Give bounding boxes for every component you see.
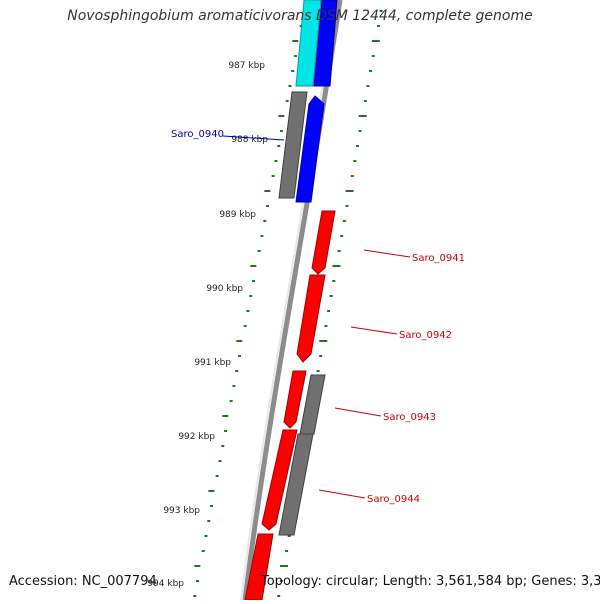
kbp-label: 994 kbp bbox=[147, 579, 184, 589]
gene-arrow-saro-0943 bbox=[283, 370, 307, 429]
gene-arrow-gray-top bbox=[278, 91, 308, 199]
callout-line bbox=[363, 249, 411, 258]
gene-arrow-gray-bottom bbox=[278, 433, 314, 536]
gene-label-saro-0944[interactable]: Saro_0944 bbox=[367, 494, 420, 505]
callout-line bbox=[334, 407, 382, 417]
genome-title: Novosphingobium aromaticivorans DSM 1244… bbox=[67, 8, 533, 24]
gene-callouts: Saro_0940 Saro_0941 Saro_0942 Saro_0943 Saro… bbox=[171, 129, 465, 505]
accession-text: Accession: NC_007794 bbox=[9, 574, 157, 589]
callout-line bbox=[222, 135, 285, 141]
kbp-label: 990 kbp bbox=[206, 284, 243, 294]
gene-label-saro-0940[interactable]: Saro_0940 bbox=[171, 129, 224, 140]
kbp-labels: 987 kbp 988 kbp 989 kbp 990 kbp 991 kbp 992 k… bbox=[147, 61, 268, 589]
tick-rail-left bbox=[193, 10, 306, 597]
gene-arrow-gray-mid bbox=[299, 374, 326, 435]
gene-label-saro-0941[interactable]: Saro_0941 bbox=[412, 253, 465, 264]
callout-line bbox=[318, 489, 366, 499]
kbp-label: 989 kbp bbox=[219, 210, 256, 220]
kbp-label: 992 kbp bbox=[178, 432, 215, 442]
callout-line bbox=[350, 326, 398, 335]
topology-text: Topology: circular; Length: 3,561,584 bp… bbox=[261, 574, 600, 589]
gene-arrow-saro-0942 bbox=[296, 274, 326, 363]
kbp-label: 988 kbp bbox=[231, 135, 268, 145]
gene-arrow-cyan bbox=[295, 0, 322, 87]
kbp-label: 991 kbp bbox=[194, 358, 231, 368]
kbp-label: 993 kbp bbox=[163, 506, 200, 516]
gene-arrow-saro-0940 bbox=[295, 95, 325, 203]
gene-arrow-saro-0941 bbox=[311, 210, 336, 275]
gene-arrow-blue-top bbox=[313, 0, 338, 87]
gene-features bbox=[244, 0, 338, 601]
gene-arrow-saro-0944 bbox=[261, 429, 298, 531]
gene-label-saro-0943[interactable]: Saro_0943 bbox=[383, 412, 436, 423]
gene-label-saro-0942[interactable]: Saro_0942 bbox=[399, 330, 452, 341]
kbp-label: 987 kbp bbox=[228, 61, 265, 71]
